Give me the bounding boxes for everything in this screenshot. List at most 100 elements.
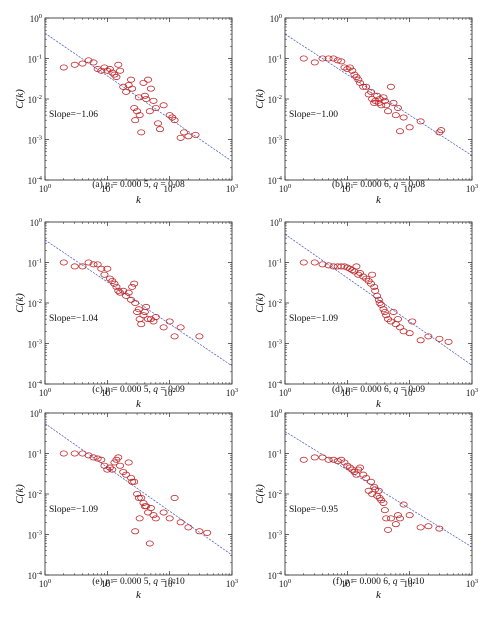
data-point [370,283,379,290]
data-point [340,459,349,466]
x-tick-label: 102 [164,387,176,398]
data-point [359,83,368,90]
data-point [191,131,200,138]
caption-p-var: p [105,385,110,395]
x-tick-label: 100 [39,387,51,398]
caption-p-val: = 0.000 5, [109,385,154,395]
data-point [195,528,204,535]
data-point [70,450,79,457]
data-point [176,324,185,331]
y-axis-label: C(k) [14,293,26,313]
data-point [394,512,403,519]
slope-annotation: Slope=−1.09 [289,314,338,324]
data-point [318,55,327,62]
x-tick-label: 100 [39,183,51,194]
y-tick-label: 10-1 [268,54,282,65]
caption-label: (b) [331,180,346,190]
data-point [165,515,174,522]
data-point [424,333,433,340]
data-point [170,494,179,501]
x-tick-label: 103 [226,578,238,589]
caption-q-var: q [153,180,159,190]
data-point [146,85,155,92]
caption-p-val: = 0.000 6, [350,385,394,395]
data-point [97,265,106,272]
caption-p-var: p [345,180,351,190]
data-point [399,501,408,508]
data-point [356,464,365,471]
data-point [134,306,143,313]
x-tick-label: 101 [341,387,353,398]
y-tick-label: 10-3 [28,135,42,146]
data-point [93,261,102,268]
data-point [151,515,160,522]
data-point [103,265,112,272]
x-tick-label: 102 [404,387,416,398]
data-point [137,321,146,328]
y-tick-label: 10-1 [268,258,282,269]
y-axis-label: C(k) [14,89,26,109]
data-point [195,333,204,340]
data-point [391,521,400,528]
caption-q-var: q [392,577,398,587]
data-point [396,128,405,135]
x-tick-label: 100 [279,183,291,194]
data-point [389,308,398,315]
data-point [130,478,139,485]
caption-label: (f) [332,577,345,587]
x-axis-label: k [136,398,142,410]
data-point [128,85,137,92]
data-point [103,67,112,74]
fit-line [45,32,232,162]
data-point [203,529,212,536]
y-tick-label: 100 [270,13,282,24]
data-point [379,499,388,506]
y-tick-label: 100 [30,217,42,228]
y-tick-label: 10-4 [28,379,43,390]
caption-q-var: q [393,385,399,395]
plot-frame [44,17,233,181]
data-point [159,324,168,331]
panel-caption-a: (a) p = 0.000 5, q = 0.08 [24,180,254,190]
data-point [170,333,179,340]
data-point [310,259,319,266]
y-tick-label: 10-4 [28,570,43,581]
data-point [131,299,140,306]
data-point [384,108,393,115]
data-point [394,316,403,323]
x-tick-label: 102 [404,578,416,589]
data-point [396,515,405,522]
slope-annotation: Slope=−1.06 [49,110,98,120]
y-tick-label: 10-4 [28,175,43,186]
data-point [386,83,395,90]
data-point [165,318,174,325]
data-point [184,524,193,531]
data-point [139,499,148,506]
y-axis-label: C(k) [254,293,266,313]
data-point [139,79,148,86]
chart-panel-d: 100 101 102 103 100 10-1 10-2 10-3 10-4 k C(k) Slop… [254,217,478,410]
data-point [382,515,391,522]
data-point [135,515,144,522]
caption-q-val: = 0.09 [158,385,185,395]
data-point [408,318,417,325]
data-point [362,474,371,481]
data-point [133,108,142,115]
data-point [124,459,133,466]
data-point [184,133,193,140]
data-point [116,462,125,469]
data-point [416,118,425,125]
x-tick-label: 102 [404,183,416,194]
x-tick-label: 102 [164,578,176,589]
data-point [134,494,143,501]
data-point [128,478,137,485]
panel-caption-e: (e) p = 0.000 5, q = 0.10 [24,577,254,587]
data-point [145,108,154,115]
data-point [122,471,131,478]
data-point [97,456,106,463]
data-point [299,55,308,62]
fit-line [285,33,472,156]
data-point [371,287,380,294]
caption-p-var: p [105,577,110,587]
data-point [299,456,308,463]
